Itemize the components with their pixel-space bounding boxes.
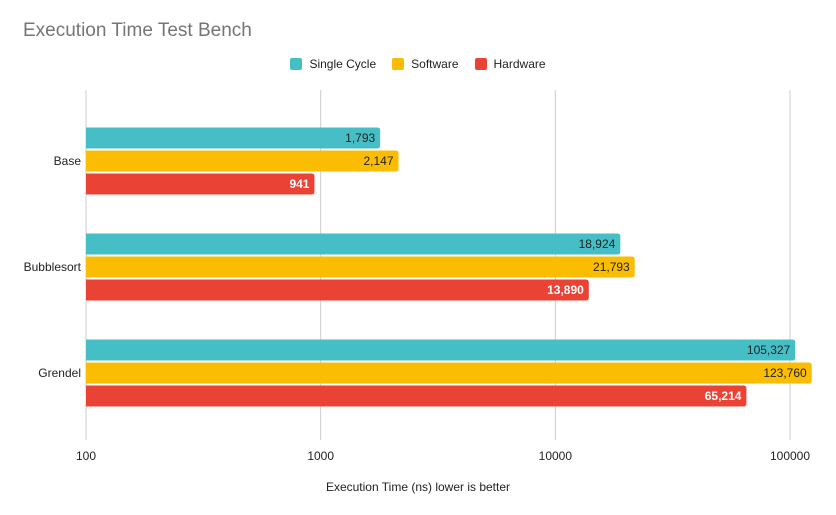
data-label-bubblesort-single-cycle: 18,924 <box>579 237 616 251</box>
bar-bubblesort-hardware[interactable] <box>86 279 589 301</box>
x-tick-label-10000: 10000 <box>539 449 573 463</box>
legend-label-software: Software <box>411 57 459 71</box>
x-tick-labels: 100 1000 10000 100000 <box>76 449 810 463</box>
data-label-grendel-single-cycle: 105,327 <box>747 343 791 357</box>
data-label-base-hardware: 941 <box>289 177 309 191</box>
legend-swatch-software <box>392 58 405 70</box>
bar-base-single-cycle[interactable] <box>86 127 381 149</box>
data-label-grendel-software: 123,760 <box>763 366 807 380</box>
legend-item-software[interactable]: Software <box>392 57 459 71</box>
legend-label-hardware: Hardware <box>493 57 546 71</box>
data-label-bubblesort-software: 21,793 <box>593 260 630 274</box>
x-axis-label: Execution Time (ns) lower is better <box>325 480 511 494</box>
legend-item-hardware[interactable]: Hardware <box>474 57 546 71</box>
bar-bubblesort-software[interactable] <box>86 256 635 278</box>
data-label-base-single-cycle: 1,793 <box>345 131 375 145</box>
x-tick-label-100: 100 <box>76 449 96 463</box>
bars-group: 1,793 2,147 941 18,924 21,793 13,890 105,327 12… <box>86 127 812 407</box>
bar-bubblesort-single-cycle[interactable] <box>86 233 621 255</box>
data-label-base-software: 2,147 <box>364 154 394 168</box>
chart-title: Execution Time Test Bench <box>23 20 252 41</box>
category-label-bubblesort: Bubblesort <box>24 260 82 274</box>
bar-base-hardware[interactable] <box>86 173 315 195</box>
legend-item-single-cycle[interactable]: Single Cycle <box>290 57 376 71</box>
legend: Single Cycle Software Hardware <box>0 57 836 71</box>
bar-grendel-software[interactable] <box>86 362 812 384</box>
x-tick-label-1000: 1000 <box>307 449 334 463</box>
data-label-grendel-hardware: 65,214 <box>705 389 742 403</box>
category-labels: Base Bubblesort Grendel <box>24 154 82 380</box>
data-label-bubblesort-hardware: 13,890 <box>547 283 584 297</box>
category-label-base: Base <box>54 154 82 168</box>
bar-base-software[interactable] <box>86 150 399 172</box>
bar-grendel-single-cycle[interactable] <box>86 339 796 361</box>
legend-label-single-cycle: Single Cycle <box>309 57 377 71</box>
category-label-grendel: Grendel <box>38 366 81 380</box>
legend-swatch-hardware <box>474 58 487 70</box>
x-tick-label-100000: 100000 <box>770 449 810 463</box>
bar-grendel-hardware[interactable] <box>86 385 747 407</box>
legend-swatch-single-cycle <box>290 58 303 70</box>
